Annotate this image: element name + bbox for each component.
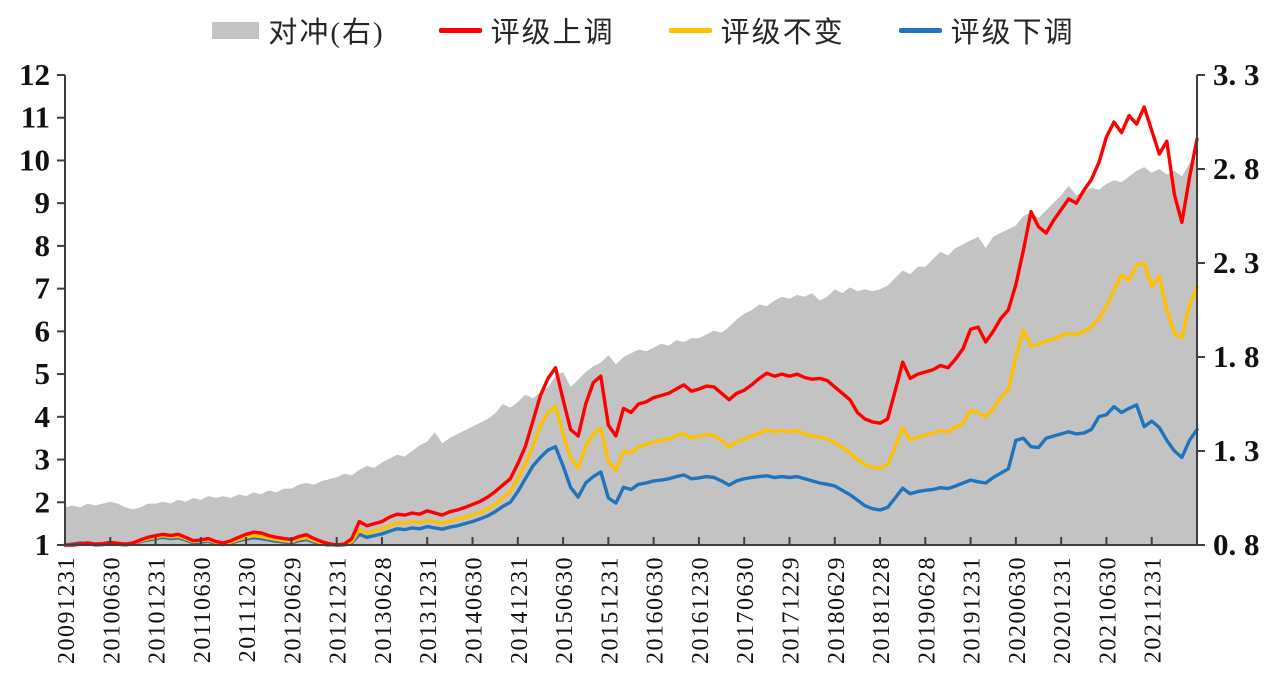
x-axis-tick-label: 20120629 [280,556,306,664]
x-axis-tick-label: 20161230 [688,556,714,664]
left-axis-tick-label: 8 [35,228,51,263]
x-axis-tick-label: 20190628 [914,556,940,664]
x-axis-tick-label: 20180629 [824,556,850,664]
x-axis-tick-label: 20141231 [507,556,533,664]
left-axis-tick-label: 10 [19,142,50,177]
unchanged-line-swatch-icon [668,27,712,33]
left-axis-tick-label: 3 [35,442,51,477]
legend-item-hedge: 对冲(右) [212,9,384,51]
x-axis-tick-label: 20111230 [235,556,261,662]
unchanged-line-series [63,261,1199,547]
left-axis-tick-label: 12 [19,57,50,92]
x-axis-tick-label: 20211231 [1141,556,1167,663]
left-axis-tick-label: 7 [35,271,51,306]
x-axis-tick-label: 20191231 [960,556,986,664]
left-axis-tick-label: 1 [35,527,51,562]
x-axis-tick-label: 20140630 [462,556,488,664]
x-axis-tick-label: 20130628 [371,556,397,664]
right-axis-tick-label: 0. 8 [1213,527,1260,562]
x-axis-tick-label: 20170630 [733,556,759,664]
x-axis-tick-label: 20151231 [597,556,623,664]
right-axis-tick-label: 1. 8 [1213,339,1260,374]
hedge-area-swatch-icon [212,21,260,39]
legend-item-unchanged: 评级不变 [668,9,845,51]
left-axis-tick-label: 11 [21,100,50,135]
right-axis-tick-label: 1. 3 [1213,433,1260,468]
x-axis-tick-label: 20121231 [326,556,352,664]
downgrade-line-series [63,403,1199,547]
legend-label-unchanged: 评级不变 [720,17,845,49]
x-axis-tick-label: 20110630 [190,556,216,663]
chart-legend: 对冲(右) 评级上调 评级不变 评级下调 [0,8,1287,52]
left-axis-tick-label: 4 [35,399,51,434]
right-axis-tick-label: 3. 3 [1213,57,1260,92]
left-axis-tick-label: 6 [35,313,51,348]
x-axis-tick-label: 20210630 [1095,556,1121,664]
legend-label-upgrade: 评级上调 [490,17,615,49]
left-axis-tick-label: 2 [35,484,51,519]
x-axis-tick-label: 20091231 [54,556,80,664]
legend-label-downgrade: 评级下调 [950,17,1075,49]
upgrade-line-swatch-icon [438,27,482,33]
x-axis-tick-label: 20101231 [145,556,171,664]
legend-label-hedge: 对冲(右) [268,17,385,49]
x-axis-tick-label: 20131231 [416,556,442,664]
x-axis-tick-label: 20200630 [1005,556,1031,664]
x-axis-tick-label: 20171229 [779,556,805,664]
upgrade-line-series [63,105,1199,547]
hedge-area-series [65,159,1197,545]
downgrade-line-swatch-icon [898,27,942,33]
right-axis-tick-label: 2. 8 [1213,151,1260,186]
x-axis-tick-label: 20100630 [99,556,125,664]
left-axis-tick-label: 9 [35,185,51,220]
left-axis-tick-label: 5 [35,356,51,391]
x-axis-tick-label: 20150630 [552,556,578,664]
x-axis-tick-label: 20201231 [1050,556,1076,664]
x-axis-tick-label: 20181228 [869,556,895,664]
x-axis-tick-label: 20160630 [643,556,669,664]
legend-item-downgrade: 评级下调 [898,9,1075,51]
right-axis-tick-label: 2. 3 [1213,245,1260,280]
axes-frame [64,75,1198,546]
legend-item-upgrade: 评级上调 [438,9,615,51]
